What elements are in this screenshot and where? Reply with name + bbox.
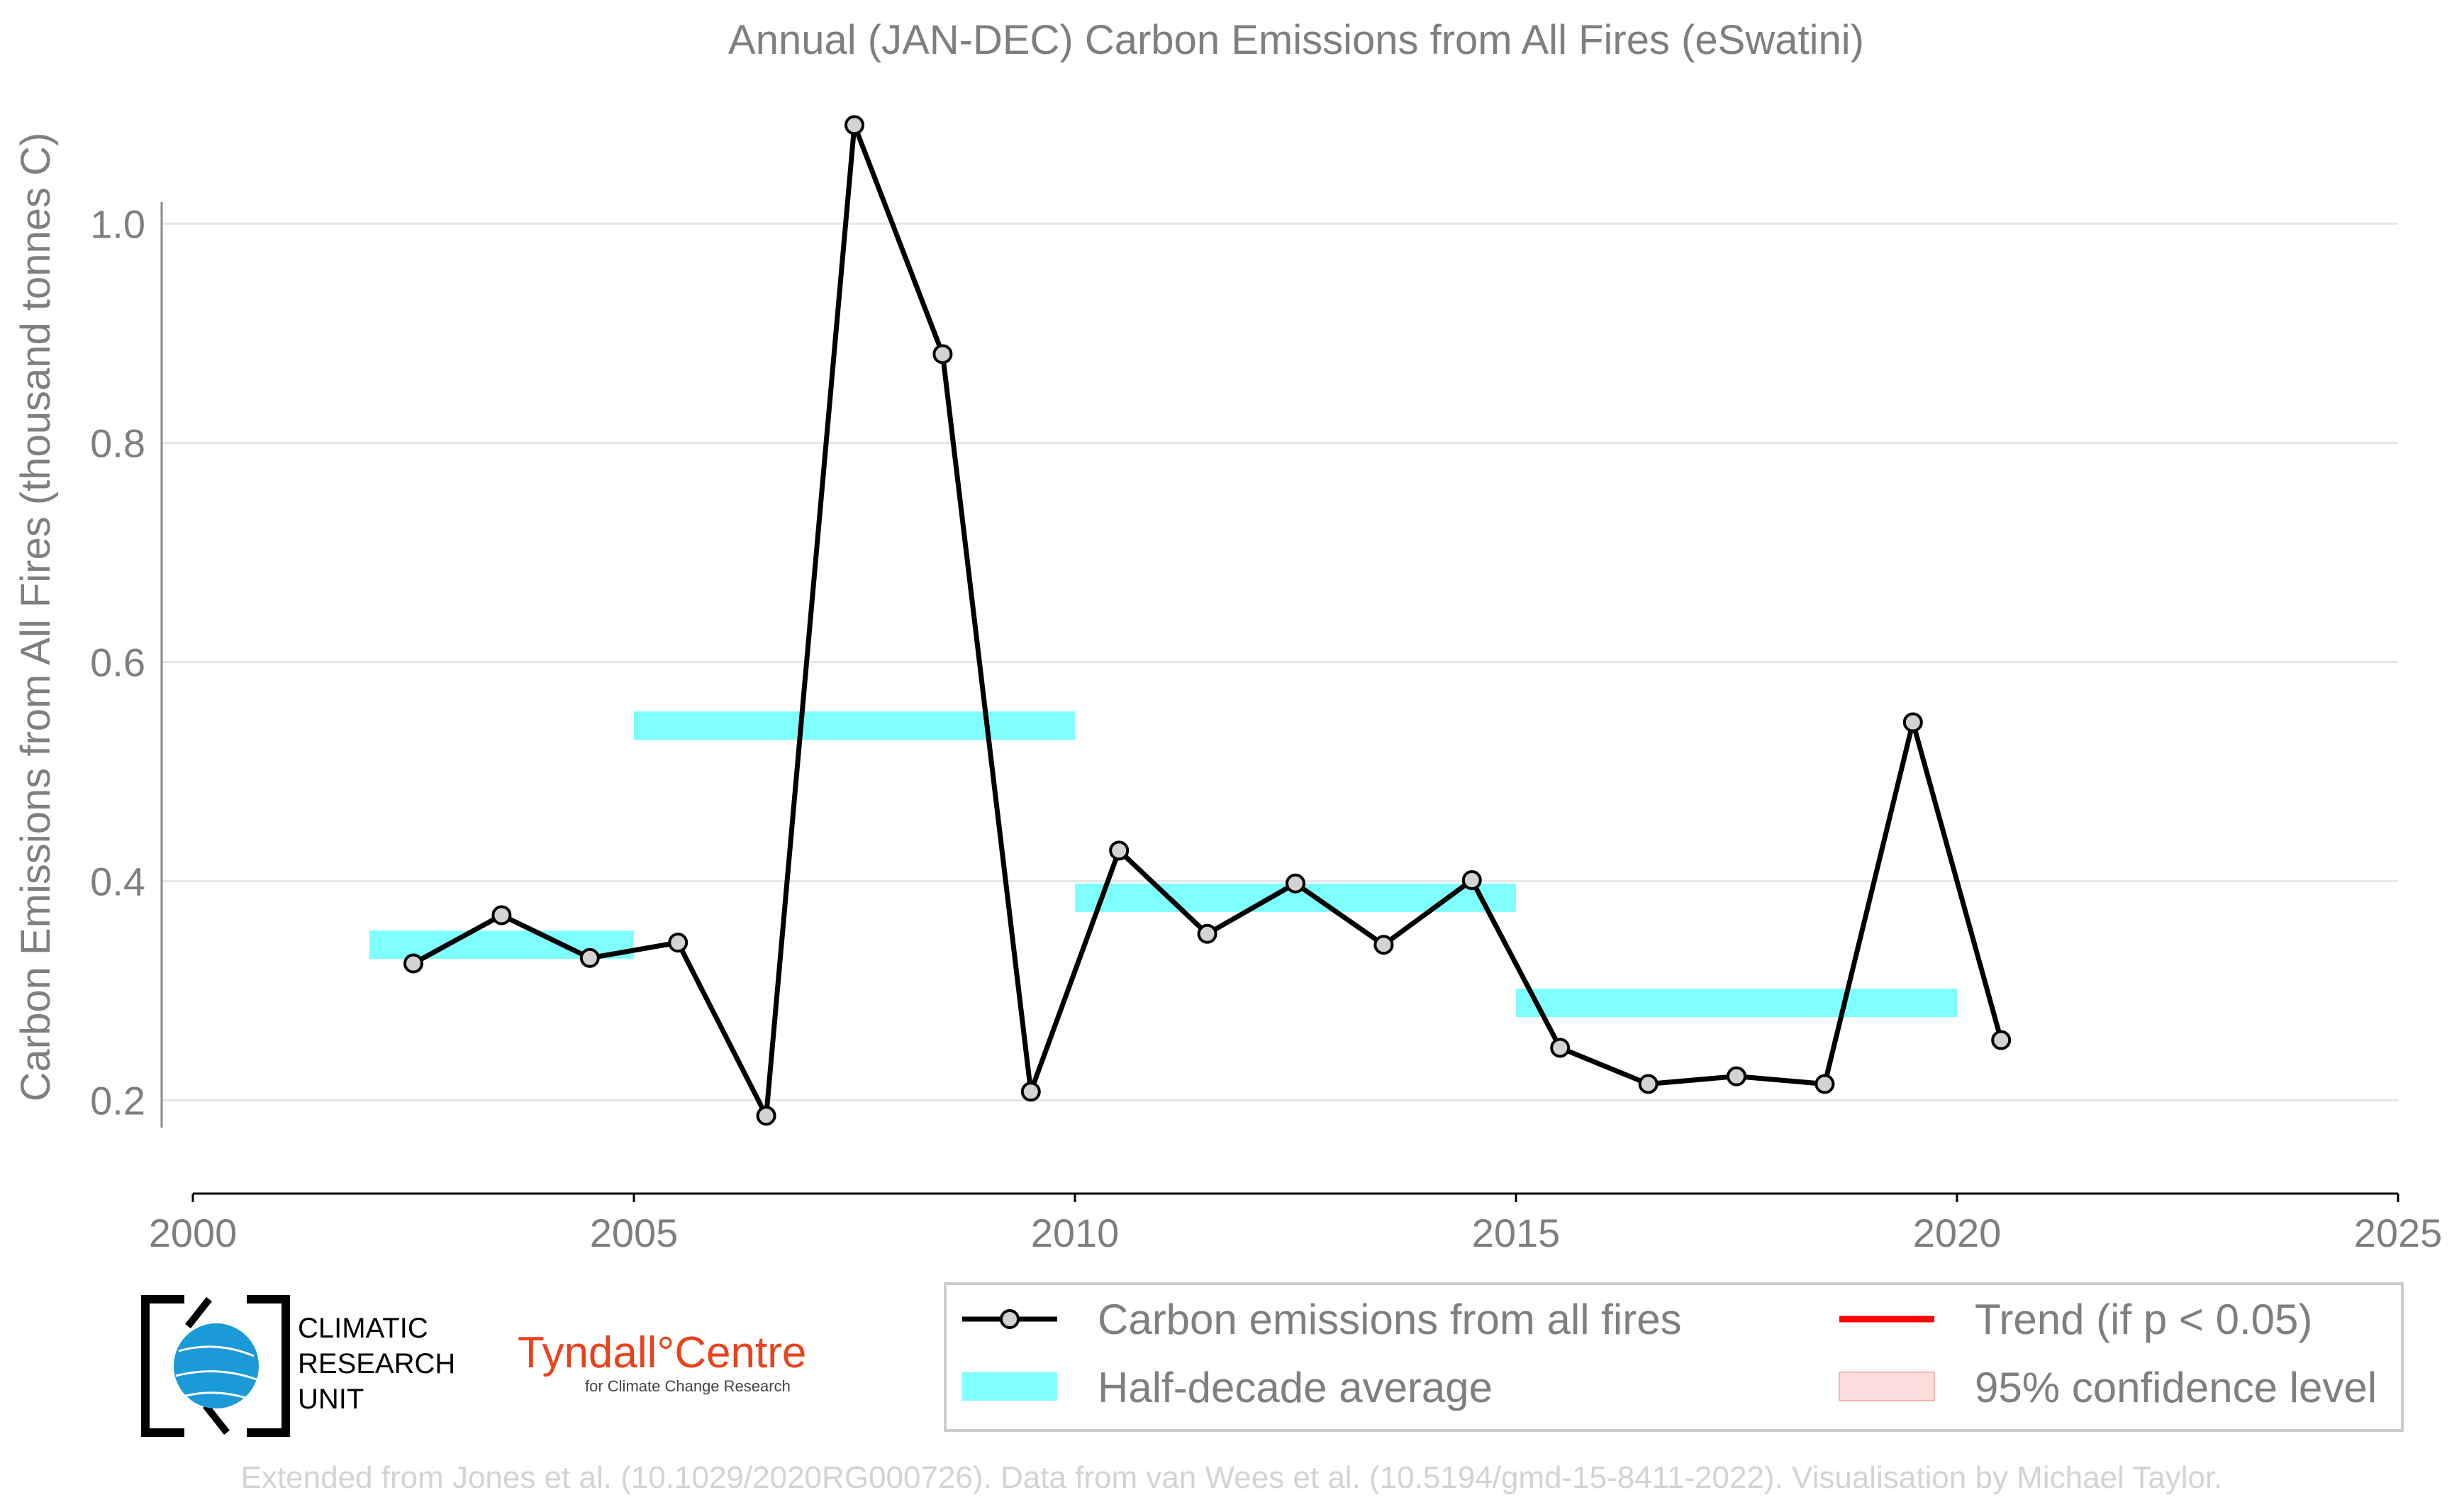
y-tick-label: 0.6 (90, 640, 145, 685)
x-axis-ticks: 2000 2005 2010 2015 2020 2025 (149, 1194, 2443, 1255)
data-point (1461, 870, 1482, 891)
data-point (1902, 712, 1923, 733)
x-tick-label: 2020 (1913, 1211, 2002, 1255)
x-tick-label: 2010 (1031, 1211, 1120, 1255)
y-axis-ticks: 0.2 0.4 0.6 0.8 1.0 (90, 201, 145, 1123)
x-tick-label: 2005 (590, 1211, 679, 1255)
legend-label-trend: Trend (if p < 0.05) (1975, 1296, 2312, 1343)
legend-confidence-swatch (1839, 1372, 1935, 1401)
data-point (1991, 1030, 2012, 1050)
footer-credit: Extended from Jones et al. (10.1029/2020… (241, 1460, 2223, 1495)
gridlines (162, 222, 2398, 1102)
tyndall-logo: Tyndall°Centre for Climate Change Resear… (518, 1328, 806, 1395)
emissions-line (412, 122, 2004, 1118)
data-point (1020, 1082, 1041, 1102)
legend-label-average: Half-decade average (1098, 1364, 1493, 1411)
half-decade-bar (1516, 989, 1957, 1018)
tyndall-subtitle: for Climate Change Research (585, 1377, 791, 1395)
data-point (844, 115, 864, 135)
cru-label-1: CLIMATIC (298, 1313, 428, 1344)
legend-band-swatch (962, 1372, 1057, 1401)
legend: Carbon emissions from all fires Trend (i… (944, 1282, 2404, 1432)
legend-label-emissions: Carbon emissions from all fires (1098, 1296, 1682, 1343)
legend-marker (1000, 1309, 1020, 1329)
globe-icon (174, 1323, 259, 1408)
chart-title: Annual (JAN-DEC) Carbon Emissions from A… (728, 17, 1864, 63)
y-tick-label: 1.0 (90, 201, 145, 246)
data-point (756, 1106, 776, 1126)
cru-label-2: RESEARCH (298, 1348, 455, 1379)
half-decade-bar (634, 711, 1075, 740)
y-tick-label: 0.8 (90, 421, 145, 465)
data-point (491, 905, 512, 925)
x-tick-label: 2025 (2354, 1211, 2443, 1255)
y-axis-label: Carbon Emissions from All Fires (thousan… (13, 133, 59, 1102)
data-point (403, 953, 423, 974)
data-point (1197, 923, 1217, 944)
data-point (579, 947, 600, 968)
legend-frame (944, 1282, 2404, 1432)
cru-logo: CLIMATIC RESEARCH UNIT (141, 1295, 455, 1437)
cru-label-3: UNIT (298, 1384, 364, 1415)
data-point (932, 344, 953, 365)
x-tick-label: 2000 (149, 1211, 238, 1255)
data-point (1373, 935, 1394, 955)
y-tick-label: 0.4 (90, 860, 145, 904)
half-decade-average-bands (369, 711, 1957, 1018)
legend-label-confidence: 95% confidence level (1975, 1364, 2377, 1411)
data-point (1638, 1074, 1659, 1094)
data-point (668, 933, 689, 953)
tyndall-title: Tyndall°Centre (518, 1328, 806, 1377)
y-tick-label: 0.2 (90, 1079, 145, 1123)
data-point (1109, 840, 1130, 861)
x-tick-label: 2015 (1472, 1211, 1561, 1255)
emissions-markers (403, 115, 2012, 1126)
data-point (1814, 1074, 1835, 1094)
data-point (1286, 873, 1305, 894)
data-point (1727, 1066, 1746, 1086)
data-point (1550, 1038, 1571, 1058)
